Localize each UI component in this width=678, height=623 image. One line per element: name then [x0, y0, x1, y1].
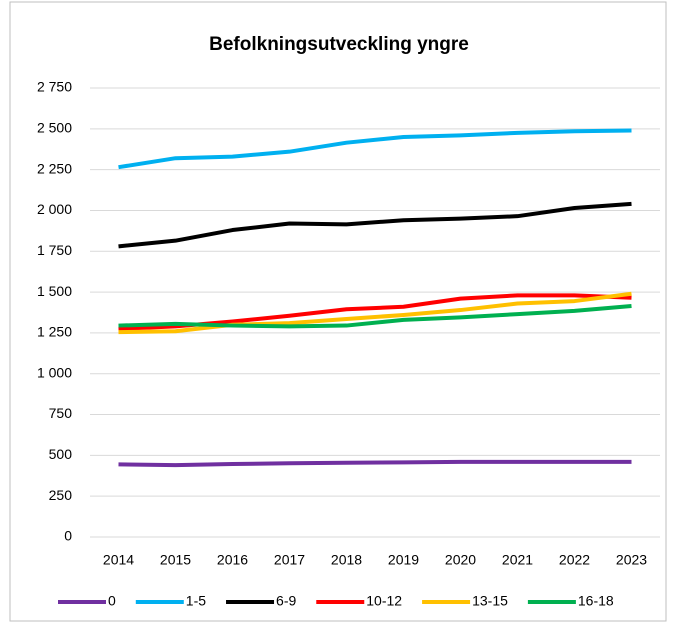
y-tick-label: 500: [49, 446, 73, 462]
x-tick-label: 2016: [217, 552, 248, 568]
legend-label: 16-18: [578, 593, 614, 609]
series-line: [118, 303, 632, 329]
legend-label: 0: [108, 593, 116, 609]
series-line: [118, 201, 632, 249]
x-tick-label: 2021: [502, 552, 533, 568]
series-line: [118, 128, 632, 170]
series-line: [118, 459, 632, 468]
chart-title: Befolkningsutveckling yngre: [209, 34, 469, 55]
y-tick-label: 1 500: [37, 283, 72, 299]
x-tick-label: 2014: [103, 552, 134, 568]
y-tick-label: 1 750: [37, 242, 72, 258]
y-tick-label: 2 500: [37, 120, 72, 136]
legend-label: 13-15: [472, 593, 508, 609]
x-tick-label: 2022: [559, 552, 590, 568]
x-tick-label: 2017: [274, 552, 305, 568]
x-tick-label: 2019: [388, 552, 419, 568]
x-tick-label: 2023: [616, 552, 647, 568]
y-tick-label: 1 250: [37, 324, 72, 340]
y-tick-label: 2 250: [37, 160, 72, 176]
y-tick-label: 2 750: [37, 79, 72, 95]
legend-label: 10-12: [366, 593, 402, 609]
x-tick-label: 2018: [331, 552, 362, 568]
x-tick-label: 2020: [445, 552, 476, 568]
x-tick-label: 2015: [160, 552, 191, 568]
y-tick-label: 250: [49, 487, 73, 503]
series-line: [118, 291, 632, 335]
y-tick-label: 0: [64, 528, 72, 544]
legend-label: 6-9: [276, 593, 296, 609]
legend-label: 1-5: [186, 593, 206, 609]
y-tick-label: 1 000: [37, 364, 72, 380]
y-tick-label: 750: [49, 405, 73, 421]
y-tick-label: 2 000: [37, 201, 72, 217]
